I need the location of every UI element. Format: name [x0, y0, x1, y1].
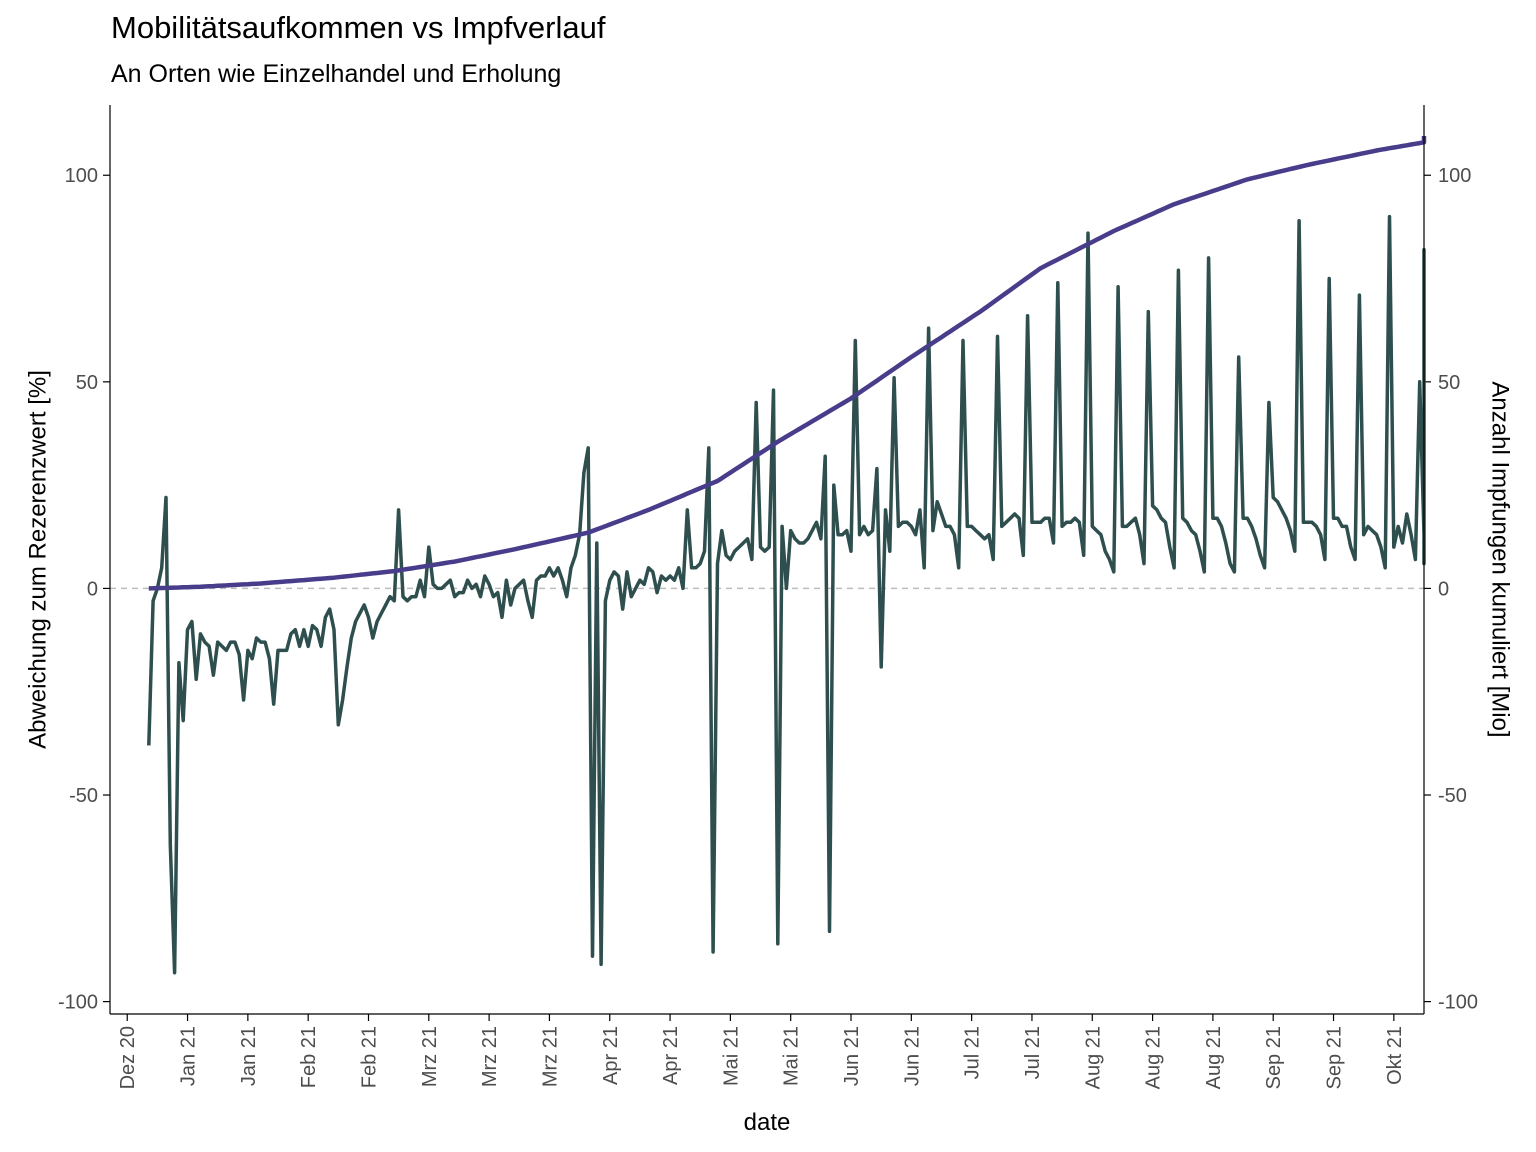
x-tick-label: Aug 21 — [1143, 1026, 1165, 1089]
x-tick-label: Mrz 21 — [479, 1026, 501, 1087]
vaccination-line — [148, 134, 1427, 591]
x-tick-label: Apr 21 — [600, 1026, 622, 1085]
x-tick-label: Okt 21 — [1384, 1026, 1406, 1085]
x-tick-label: Sep 21 — [1324, 1026, 1346, 1089]
x-tick-label: Mai 21 — [720, 1026, 742, 1086]
x-tick-label: Apr 21 — [660, 1026, 682, 1085]
x-tick-label: Feb 21 — [358, 1026, 380, 1088]
y-tick-left-label: -100 — [58, 992, 98, 1014]
x-tick-label: Jun 21 — [901, 1026, 923, 1086]
x-tick-label: Mai 21 — [781, 1026, 803, 1086]
chart-subtitle: An Orten wie Einzelhandel und Erholung — [111, 60, 562, 88]
mobility-line — [147, 214, 1426, 975]
y-tick-right-label: 0 — [1438, 578, 1449, 600]
x-tick-label: Jul 21 — [962, 1026, 984, 1079]
x-axis-ticks: Dez 20 Jan 21 Jan 21 Feb 21 Feb 21 Mrz 21 Mrz … — [117, 1014, 1406, 1089]
x-tick-label: Mrz 21 — [539, 1026, 561, 1087]
x-tick-label: Aug 21 — [1203, 1026, 1225, 1089]
y-tick-left-label: 0 — [87, 578, 98, 600]
x-tick-label: Jan 21 — [178, 1026, 200, 1086]
y-tick-right-label: 100 — [1438, 165, 1471, 187]
x-tick-label: Sep 21 — [1263, 1026, 1285, 1089]
x-axis-label: date — [744, 1109, 791, 1136]
y-axis-right-ticks: 100 50 0 -50 -100 — [1424, 165, 1478, 1014]
y-tick-right-label: 50 — [1438, 372, 1460, 394]
x-tick-label: Aug 21 — [1082, 1026, 1104, 1089]
x-tick-label: Jan 21 — [238, 1026, 260, 1086]
x-tick-label: Jul 21 — [1022, 1026, 1044, 1079]
y-axis-right-label: Anzahl Impfungen kumuliert [Mio] — [1487, 381, 1514, 737]
y-axis-left-ticks: 100 50 0 -50 -100 — [58, 165, 110, 1014]
y-tick-right-label: -50 — [1438, 785, 1467, 807]
x-tick-label: Mrz 21 — [419, 1026, 441, 1087]
x-tick-label: Jun 21 — [841, 1026, 863, 1086]
y-tick-right-label: -100 — [1438, 992, 1478, 1014]
chart-title: Mobilitätsaufkommen vs Impfverlauf — [111, 10, 606, 45]
x-tick-label: Feb 21 — [298, 1026, 320, 1088]
x-tick-label: Dez 20 — [117, 1026, 139, 1089]
y-tick-left-label: -50 — [69, 785, 98, 807]
y-tick-left-label: 100 — [65, 165, 98, 187]
y-axis-left-label: Abweichung zum Rezerenzwert [%] — [25, 370, 52, 749]
y-tick-left-label: 50 — [76, 372, 98, 394]
